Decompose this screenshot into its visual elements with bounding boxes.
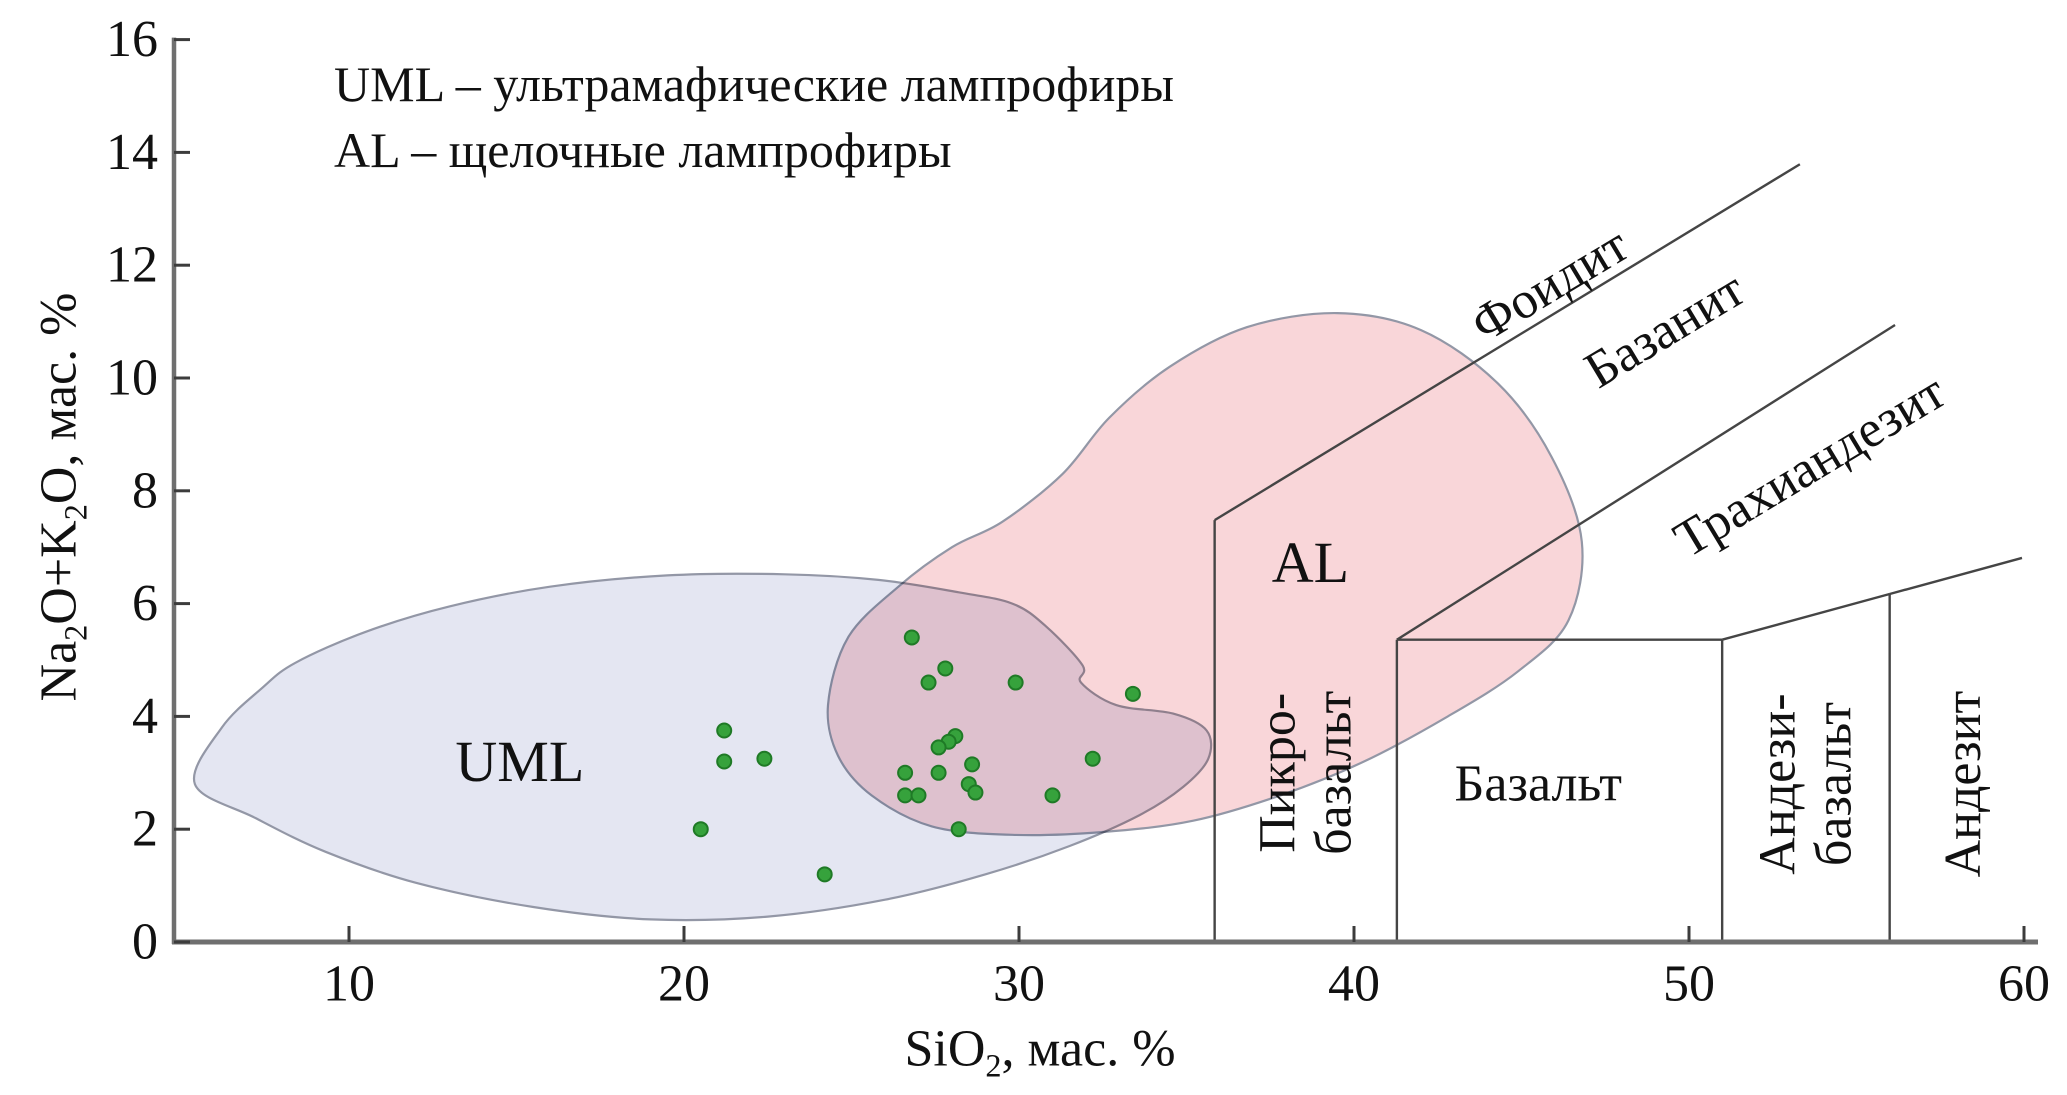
y-tick-label: 6 [132,575,158,632]
data-point [910,787,927,804]
data-point [964,756,981,773]
region-label-al-field: AL [1272,530,1349,595]
region-label-andesibasalt: Андези- [1750,693,1807,874]
andesite-top-line [1889,556,2023,596]
x-tick-label: 10 [323,956,375,1013]
data-point [1124,685,1141,702]
x-tick-label: 40 [1328,956,1380,1013]
legend-line-al: AL – щелочные лампрофиры [334,122,952,178]
region-label-andesibasalt: базальт [1806,702,1863,866]
y-tick-label: 4 [132,688,158,745]
x-tick-label: 30 [993,956,1045,1013]
data-point [816,866,833,883]
data-point [716,753,733,770]
region-label-picrobasalt: базальт [1305,691,1362,855]
data-point [756,750,773,767]
data-point [897,787,914,804]
region-label-trachyandesite: Трахиандезит [1665,363,1956,569]
al-field-shape [826,311,1584,837]
basanite-line [1396,323,1896,641]
region-label-picrobasalt: Пикро- [1249,693,1306,853]
region-label-uml-field: UML [455,729,584,794]
data-point [897,764,914,781]
y-tick-label: 10 [106,350,158,407]
foidite-line [1214,163,1801,522]
legend-line-uml: UML – ультрамафические лампрофиры [334,56,1175,112]
data-point [967,784,984,801]
data-point [903,629,920,646]
x-axis-title: SiO2, мас. % [904,1020,1176,1084]
y-tick-label: 8 [132,462,158,519]
region-label-andesite: Андезит [1935,691,1992,878]
data-point [937,660,954,677]
data-point [692,821,709,838]
x-tick-label: 50 [1663,956,1715,1013]
data-point [950,821,967,838]
data-point [716,722,733,739]
data-point [1084,750,1101,767]
y-tick-label: 12 [106,237,158,294]
andesibasalt-top-line [1721,592,1890,641]
y-tick-label: 16 [106,11,158,68]
y-axis-title: Na2O+K2O, мас. % [30,292,94,702]
y-tick-label: 14 [106,124,158,181]
y-tick-label: 0 [132,914,158,971]
data-point [1007,674,1024,691]
y-tick-label: 2 [132,801,158,858]
data-point [920,674,937,691]
x-tick-label: 20 [658,956,710,1013]
region-label-basalt: Базальт [1455,756,1622,813]
data-point [1044,787,1061,804]
x-tick-label: 60 [1998,956,2050,1013]
data-point [930,764,947,781]
data-point [930,739,947,756]
